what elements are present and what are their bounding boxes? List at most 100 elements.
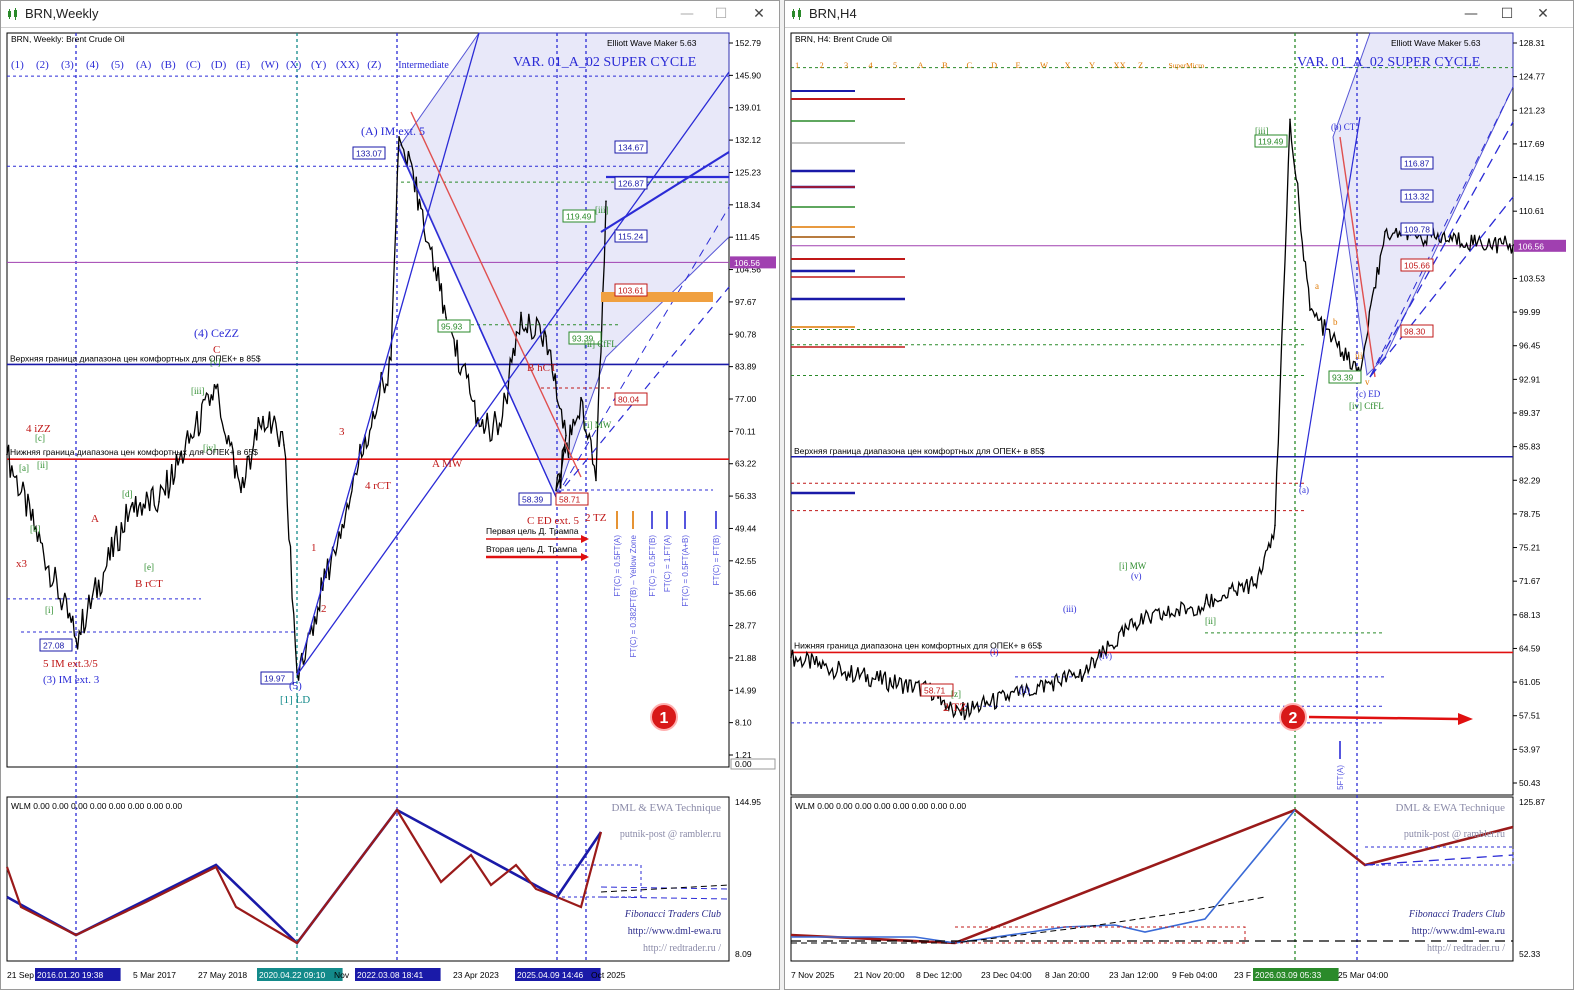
- indicator-label: WLM 0.00 0.00 0.00 0.00 0.00 0.00 0.00 0…: [11, 801, 182, 811]
- wave-label: (i): [990, 647, 999, 657]
- price-point: [445, 316, 447, 318]
- price-tick-label: 68.13: [1519, 610, 1541, 620]
- indicator-panel: [790, 796, 1514, 962]
- wave-label: (b) CT: [1331, 122, 1356, 132]
- degree-button: (A): [136, 59, 152, 71]
- price-box: [614, 176, 648, 190]
- price-box-label: 126.87: [618, 179, 644, 189]
- time-label: 2022.03.08 18:41: [357, 970, 423, 980]
- indicator-line: [1364, 854, 1514, 866]
- wave-label: [iii]: [595, 205, 609, 215]
- lower-bound-text: Нижняя граница диапазона цен комфортных …: [10, 447, 258, 457]
- price-tick-label: 139.01: [735, 103, 761, 113]
- wave-label: (ii): [1019, 685, 1030, 695]
- maximize-button[interactable]: ☐: [714, 6, 728, 22]
- time-label: 2016.01.20 19:38: [37, 970, 103, 980]
- chart-header: BRN, Weekly: Brent Crude Oil: [11, 34, 125, 44]
- price-box-label: 105.66: [1404, 261, 1430, 271]
- wave-label: [ii]: [1205, 616, 1216, 626]
- price-point: [545, 335, 547, 337]
- current-price-label: 106.56: [1518, 241, 1544, 251]
- wave-label: (5): [289, 680, 302, 692]
- degree-label: SuperMicro: [1169, 61, 1205, 70]
- price-box: [1400, 222, 1434, 236]
- time-label: 21 Nov 20:00: [854, 970, 905, 980]
- close-button[interactable]: ✕: [753, 6, 765, 22]
- price-box-label: 113.32: [1404, 192, 1430, 202]
- degree-button: (4): [86, 59, 99, 71]
- time-label: 21 Sep: [7, 970, 34, 980]
- price-box-label: 98.30: [1404, 327, 1426, 337]
- price-tick-label: 75.21: [1519, 543, 1541, 553]
- window-titlebar[interactable]: BRN,H4 — ☐ ✕: [785, 1, 1573, 28]
- trend-line: [1299, 116, 1361, 488]
- h4-chart[interactable]: Верхняя граница диапазона цен комфортных…: [785, 27, 1574, 990]
- degree-button: (X): [286, 59, 302, 71]
- indicator-credit: Fibonacci Traders Club: [624, 909, 721, 920]
- degree-button: (E): [236, 59, 250, 71]
- degree-button: (B): [161, 59, 176, 71]
- time-label: 2025.04.09 14:46: [517, 970, 583, 980]
- price-box: [352, 146, 386, 160]
- price-point: [130, 505, 132, 508]
- price-tick-label: 83.89: [735, 362, 757, 372]
- indicator-credit: Fibonacci Traders Club: [1408, 909, 1505, 920]
- indicator-top-value: 125.87: [1519, 797, 1545, 807]
- price-tick-label: 99.99: [1519, 307, 1541, 317]
- fib-label: FT(C) = 0.5FT(B): [648, 535, 657, 597]
- trend-line: [555, 206, 730, 498]
- trend-line: [1369, 86, 1514, 378]
- price-box: [614, 140, 648, 154]
- maximize-button[interactable]: ☐: [1500, 6, 1514, 22]
- price-box-label: 27.08: [43, 641, 65, 651]
- price-box-label: 93.39: [1332, 373, 1354, 383]
- price-tick-label: 28.77: [735, 621, 757, 631]
- weekly-chart-window: BRN,Weekly — ☐ ✕ Верхняя граница диапазо…: [0, 0, 780, 990]
- price-box: [562, 209, 596, 223]
- wave-label: 4 rCT: [365, 480, 391, 492]
- price-box: [260, 671, 294, 685]
- window-titlebar[interactable]: BRN,Weekly — ☐ ✕: [1, 1, 779, 28]
- price-point: [215, 387, 217, 389]
- minimize-button[interactable]: —: [680, 6, 694, 22]
- indicator-credit: DML & EWA Technique: [611, 802, 721, 814]
- fib-label: FT(C) = 0.382FT(B) – Yellow Zone: [629, 534, 638, 657]
- close-button[interactable]: ✕: [1537, 6, 1549, 22]
- wave-label: [c]: [35, 433, 45, 443]
- trend-line: [410, 111, 582, 478]
- time-highlight-box: [1253, 968, 1339, 981]
- price-box: [1400, 189, 1434, 203]
- price-point: [398, 136, 400, 138]
- chart-candles-icon: [792, 8, 801, 20]
- h4-chart-window: BRN,H4 — ☐ ✕ Верхняя граница диапазона ц…: [784, 0, 1574, 990]
- weekly-chart[interactable]: Верхняя граница диапазона цен комфортных…: [1, 27, 780, 990]
- target-arrow-head: [581, 553, 589, 561]
- price-box-label: 109.78: [1404, 225, 1430, 235]
- price-tick-label: 104.56: [735, 265, 761, 275]
- trend-line: [478, 326, 557, 498]
- time-label: 25 Mar 04:00: [1338, 970, 1388, 980]
- degree-button: D: [991, 60, 997, 70]
- price-point: [158, 501, 160, 503]
- degree-button: 5: [893, 60, 897, 70]
- price-tick-label: 103.53: [1519, 273, 1545, 283]
- wave-label: (3) IM ext. 3: [43, 674, 100, 686]
- wave-label: 2 TZ: [585, 512, 607, 524]
- price-tick-label: 125.23: [735, 167, 761, 177]
- time-label: 23 F: [1234, 970, 1251, 980]
- price-tick-label: 85.83: [1519, 442, 1541, 452]
- price-tick-label: 35.66: [735, 588, 757, 598]
- wave-label: 1: [311, 542, 317, 554]
- price-point: [325, 576, 327, 579]
- minimize-button[interactable]: —: [1464, 6, 1478, 22]
- price-series-line: [790, 119, 1514, 721]
- degree-button: (5): [111, 59, 124, 71]
- wave-label: 2 TZ: [943, 700, 966, 714]
- price-box-label: 80.04: [618, 395, 640, 405]
- price-box-label: 58.39: [522, 495, 544, 505]
- wave-label: B hCT: [527, 362, 557, 374]
- degree-button: (2): [36, 59, 49, 71]
- degree-button: (D): [211, 59, 227, 71]
- price-point: [240, 491, 242, 494]
- time-label: 8 Dec 12:00: [916, 970, 962, 980]
